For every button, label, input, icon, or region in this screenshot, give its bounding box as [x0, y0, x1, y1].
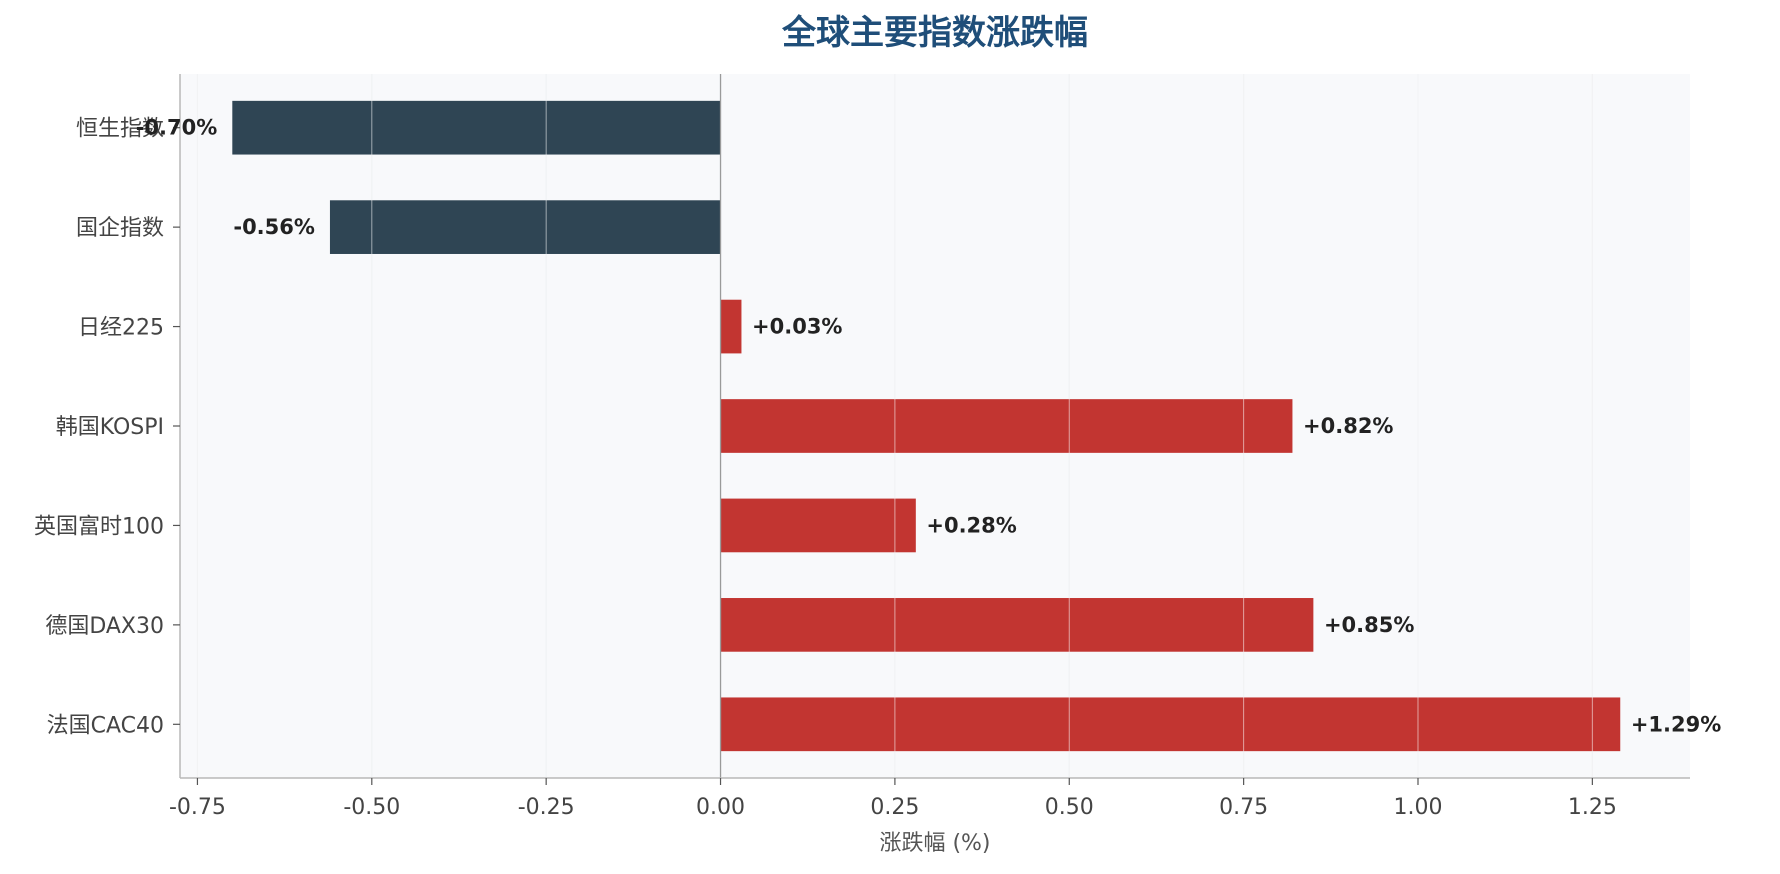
value-label: +0.28%	[926, 513, 1016, 537]
bars	[196, 74, 1621, 778]
bar	[720, 697, 1621, 752]
value-label: +1.29%	[1631, 712, 1721, 736]
value-label: -0.56%	[233, 215, 315, 239]
value-label: -0.70%	[136, 116, 218, 140]
y-tick-label: 日经225	[78, 316, 164, 341]
bar	[720, 498, 916, 553]
bar	[720, 299, 742, 354]
x-axis-title: 涨跌幅 (%)	[879, 831, 990, 856]
x-axis-ticks: -0.75 -0.50 -0.25 0.00 0.25 0.50 0.75 1.00 1.25	[169, 778, 1617, 820]
y-tick-label: 法国CAC40	[47, 713, 164, 738]
y-tick-label: 国企指数	[76, 216, 164, 241]
value-label: +0.82%	[1303, 414, 1393, 438]
bar	[720, 598, 1314, 652]
bar	[720, 399, 1293, 453]
bar	[329, 200, 721, 254]
y-tick-label: 英国富时100	[34, 514, 164, 539]
x-tick-label: 0.00	[696, 795, 745, 820]
value-label: +0.03%	[752, 315, 842, 339]
bar	[232, 100, 721, 155]
value-labels: -0.70% -0.56% +0.03% +0.82% +0.28% +0.85% +1.2…	[136, 116, 1722, 737]
x-tick-label: -0.50	[343, 795, 400, 820]
y-tick-label: 德国DAX30	[45, 614, 164, 639]
x-tick-label: 1.00	[1393, 795, 1442, 820]
y-tick-label: 恒生指数	[76, 117, 164, 142]
x-tick-label: 0.50	[1045, 795, 1094, 820]
value-label: +0.85%	[1324, 613, 1414, 637]
x-tick-label: 1.25	[1568, 795, 1617, 820]
x-tick-label: 0.25	[870, 795, 919, 820]
x-tick-label: 0.75	[1219, 795, 1268, 820]
chart-title: 全球主要指数涨跌幅	[781, 13, 1088, 53]
x-tick-label: -0.25	[518, 795, 575, 820]
y-tick-label: 韩国KOSPI	[56, 415, 164, 440]
x-tick-label: -0.75	[169, 795, 226, 820]
